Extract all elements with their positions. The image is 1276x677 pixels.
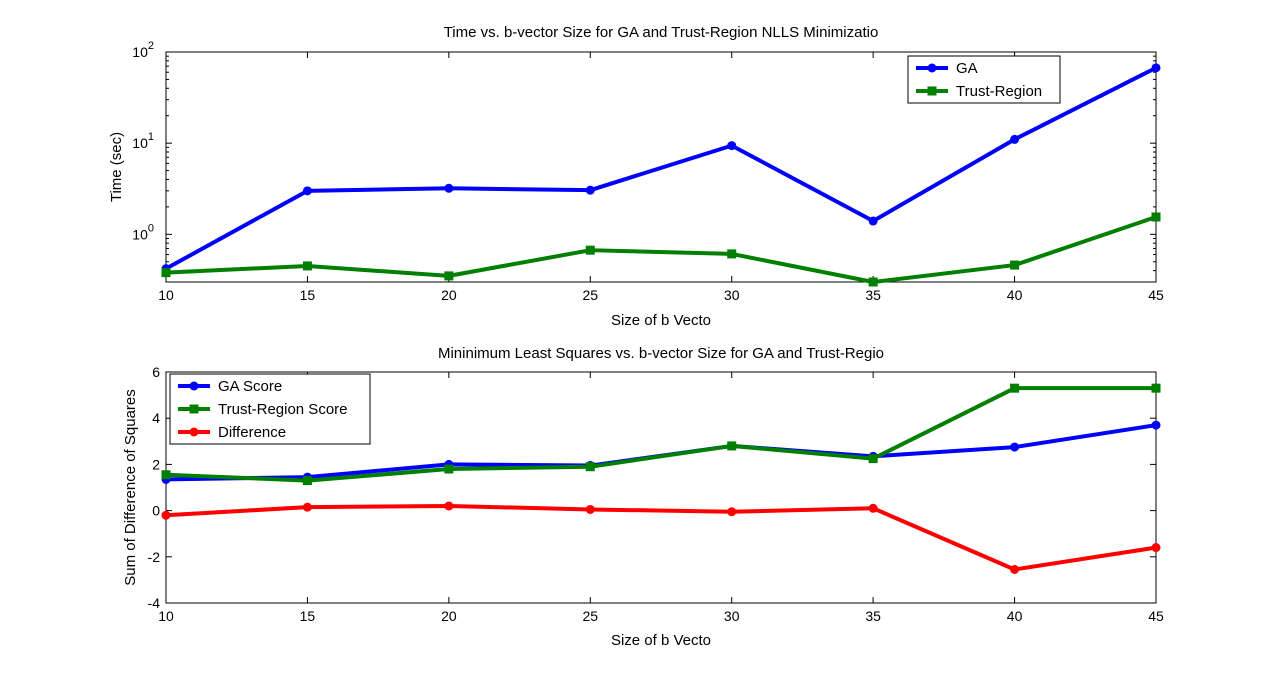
legend-label: Difference: [218, 424, 286, 441]
data-point: [868, 277, 878, 287]
series-line: [165, 215, 1157, 284]
series-line: [165, 503, 1157, 572]
y-axis-label: Sum of Difference of Squares: [122, 389, 139, 586]
legend: GA Score Trust-Region Score Difference: [169, 373, 371, 445]
data-point: [302, 476, 312, 486]
y-tick-base: 10: [132, 135, 148, 151]
y-tick-label: 0: [152, 503, 160, 519]
chart-title: Mininimum Least Squares vs. b-vector Siz…: [438, 345, 884, 362]
data-point: [868, 503, 878, 513]
y-tick-exponent: 1: [148, 131, 154, 143]
data-point: [444, 501, 454, 511]
data-point: [302, 261, 312, 271]
x-tick-label: 40: [1007, 608, 1023, 624]
x-axis-label: Size of b Vecto: [611, 312, 711, 329]
y-tick-label: -4: [148, 595, 161, 611]
data-point: [1151, 543, 1161, 553]
data-point: [1010, 260, 1020, 270]
data-point: [727, 441, 737, 451]
data-point: [444, 464, 454, 474]
x-tick-label: 45: [1148, 608, 1164, 624]
data-point: [161, 268, 171, 278]
legend-marker: [189, 381, 199, 391]
y-tick-label: 6: [152, 364, 160, 380]
y-tick-label: -2: [148, 549, 161, 565]
data-point: [161, 510, 171, 520]
x-tick-label: 45: [1148, 287, 1164, 303]
x-tick-label: 20: [441, 287, 457, 303]
data-point: [444, 183, 454, 193]
plot-area: [165, 51, 1157, 283]
data-point: [585, 245, 595, 255]
y-tick-label: 2: [152, 456, 160, 472]
data-point: [585, 504, 595, 514]
x-tick-label: 30: [724, 287, 740, 303]
data-point: [727, 141, 737, 151]
legend-label: Trust-Region Score: [218, 401, 348, 418]
series-ga: [161, 63, 1161, 274]
series-trust-region-score: [161, 383, 1161, 486]
data-point: [868, 216, 878, 226]
data-point: [1010, 565, 1020, 575]
legend-marker: [927, 63, 937, 73]
y-tick-exponent: 2: [148, 40, 154, 52]
series-line: [165, 66, 1157, 271]
data-point: [302, 502, 312, 512]
x-tick-label: 30: [724, 608, 740, 624]
y-tick-base: 10: [132, 44, 148, 60]
data-point: [1151, 383, 1161, 393]
data-point: [1151, 420, 1161, 430]
legend-marker: [189, 427, 199, 437]
legend: GA Trust-Region: [907, 55, 1061, 104]
y-tick-base: 10: [132, 226, 148, 242]
data-point: [1151, 212, 1161, 222]
x-tick-label: 35: [865, 287, 881, 303]
series-line: [165, 386, 1156, 483]
x-tick-label: 15: [300, 287, 316, 303]
chart-title: Time vs. b-vector Size for GA and Trust-…: [444, 24, 879, 41]
y-tick-label: 4: [152, 410, 160, 426]
x-tick-label: 35: [865, 608, 881, 624]
data-point: [727, 249, 737, 259]
y-axis-label: Time (sec): [108, 132, 125, 202]
y-tick-exponent: 0: [148, 222, 154, 234]
data-point: [1010, 134, 1020, 144]
x-tick-label: 20: [441, 608, 457, 624]
y-tick-label: 102: [132, 40, 154, 60]
series-difference: [161, 501, 1161, 575]
plot-area: [165, 371, 1157, 604]
x-axis-label: Size of b Vecto: [611, 632, 711, 649]
x-tick-label: 15: [300, 608, 316, 624]
x-tick-label: 10: [158, 287, 174, 303]
data-point: [302, 186, 312, 196]
data-point: [868, 454, 878, 464]
y-tick-label: 101: [132, 131, 154, 151]
series-trust-region: [161, 212, 1161, 287]
x-tick-label: 25: [582, 608, 598, 624]
y-tick-label: 100: [132, 222, 154, 242]
legend-label: GA Score: [218, 378, 282, 395]
data-point: [585, 185, 595, 195]
data-point: [1151, 63, 1161, 73]
data-point: [1010, 442, 1020, 452]
x-tick-label: 10: [158, 608, 174, 624]
x-tick-label: 40: [1007, 287, 1023, 303]
x-tick-label: 25: [582, 287, 598, 303]
data-point: [585, 462, 595, 472]
data-point: [727, 507, 737, 517]
data-point: [161, 470, 171, 480]
least-squares-chart: 10 15 20 25 30 35 40 45 -4 -2 0 2 4 6 Mininimum Least …: [122, 345, 1164, 649]
legend-label: GA: [956, 60, 978, 77]
legend-marker: [927, 86, 937, 96]
data-point: [444, 271, 454, 281]
data-point: [1010, 383, 1020, 393]
legend-label: Trust-Region: [956, 83, 1042, 100]
legend-marker: [189, 404, 199, 414]
